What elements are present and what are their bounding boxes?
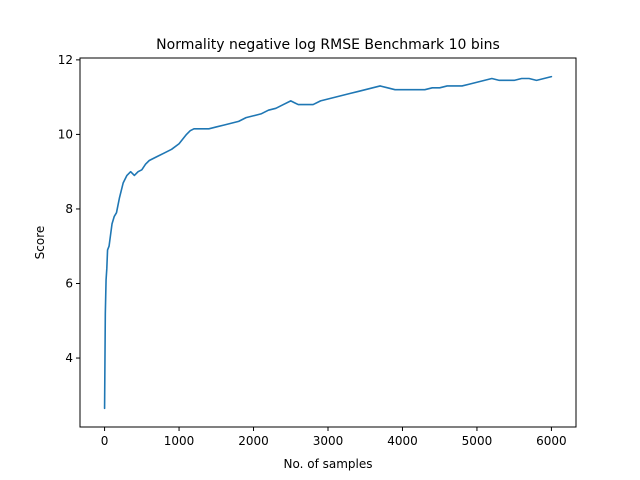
chart-title: Normality negative log RMSE Benchmark 10… xyxy=(156,37,500,53)
series-layer xyxy=(103,75,553,410)
x-axis-label: No. of samples xyxy=(284,457,373,471)
x-tick-label: 5000 xyxy=(462,434,493,448)
x-tick-label: 3000 xyxy=(313,434,344,448)
x-tick-label: 4000 xyxy=(387,434,418,448)
y-tick-label: 8 xyxy=(65,202,73,216)
x-tick-label: 2000 xyxy=(238,434,269,448)
y-tick-label: 12 xyxy=(58,53,73,67)
y-tick-label: 10 xyxy=(58,127,73,141)
y-tick-label: 4 xyxy=(65,351,73,365)
series-line-0 xyxy=(103,75,553,410)
x-tick-label: 1000 xyxy=(164,434,195,448)
x-tick-label: 0 xyxy=(101,434,109,448)
y-axis: 4 6 8 10 12 xyxy=(58,53,80,365)
y-axis-label: Score xyxy=(33,226,47,260)
y-tick-label: 6 xyxy=(65,277,73,291)
x-tick-label: 6000 xyxy=(536,434,567,448)
x-axis: 0 1000 2000 3000 4000 5000 6000 xyxy=(101,427,567,448)
